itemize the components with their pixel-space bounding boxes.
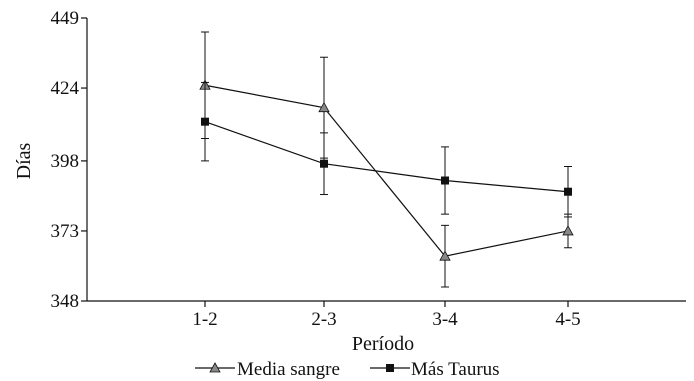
series-media-sangre: [199, 31, 574, 288]
legend-item-mas-taurus: Más Taurus: [370, 359, 500, 380]
data-point-square: [201, 117, 209, 126]
legend: Media sangre Más Taurus: [195, 359, 500, 380]
axes: [86, 18, 686, 302]
series-mas-taurus: [201, 81, 572, 218]
data-point-triangle: [318, 101, 330, 113]
legend-marker-square-icon: [386, 364, 394, 372]
x-tick-label: 3-4: [432, 309, 458, 330]
y-axis-ticks: 348 373 398 424 449: [51, 8, 87, 312]
y-tick-label: 373: [51, 221, 80, 242]
x-axis-title: Período: [352, 333, 414, 355]
y-axis-title: Días: [13, 142, 35, 179]
y-tick-label: 424: [51, 78, 80, 99]
y-tick-label: 449: [51, 8, 80, 29]
legend-marker-triangle-icon: [209, 362, 221, 373]
x-tick-label: 4-5: [555, 309, 580, 330]
data-point-square: [564, 187, 572, 196]
legend-label-media-sangre: Media sangre: [237, 359, 340, 380]
x-tick-label: 2-3: [311, 309, 336, 330]
data-point-triangle: [439, 250, 451, 261]
data-point-square: [441, 176, 449, 185]
legend-item-media-sangre: Media sangre: [195, 359, 340, 380]
y-tick-label: 398: [51, 151, 80, 172]
data-point-square: [320, 159, 328, 168]
series-line: [204, 84, 569, 257]
y-tick-label: 348: [51, 291, 80, 312]
x-axis-ticks: 1-2 2-3 3-4 4-5: [192, 301, 581, 330]
series-layer: [199, 31, 574, 288]
legend-label-mas-taurus: Más Taurus: [411, 359, 500, 380]
data-point-triangle: [562, 225, 574, 236]
x-tick-label: 1-2: [192, 309, 217, 330]
series-line: [204, 121, 569, 193]
